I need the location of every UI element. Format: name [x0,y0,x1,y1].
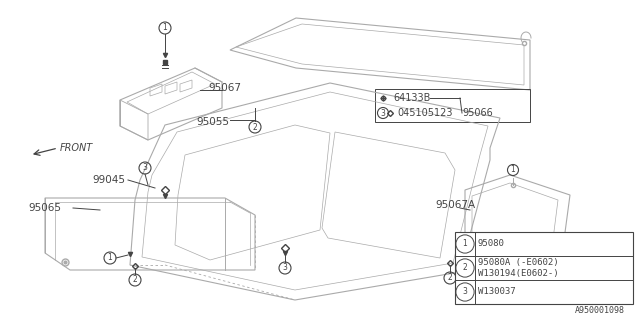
Bar [455,232,633,304]
Text: 1: 1 [511,165,515,174]
Text: 045105123: 045105123 [397,108,452,118]
Text: 2: 2 [132,276,138,284]
Text: 99045: 99045 [92,175,125,185]
Text: 64133B: 64133B [393,93,430,103]
Text: 1: 1 [163,23,168,33]
Text: A950001098: A950001098 [575,306,625,315]
Text: 95080A (-E0602)
W130194(E0602-): 95080A (-E0602) W130194(E0602-) [478,258,559,278]
Text: 95065: 95065 [28,203,61,213]
Text: 2: 2 [253,123,257,132]
Text: 95080: 95080 [478,239,505,249]
Text: FRONT: FRONT [60,143,93,153]
Text: 95066: 95066 [462,108,493,118]
Text: 95067A: 95067A [435,200,475,210]
Text: 3: 3 [381,108,385,117]
Text: 1: 1 [108,253,113,262]
Text: 2: 2 [463,263,467,273]
Text: W130037: W130037 [478,287,516,297]
Text: 1: 1 [463,239,467,249]
Text: 2: 2 [447,274,452,283]
Text: 95055: 95055 [196,117,229,127]
Text: 95067: 95067 [208,83,241,93]
Text: 3: 3 [143,164,147,172]
Text: 3: 3 [283,263,287,273]
Text: 3: 3 [463,287,467,297]
